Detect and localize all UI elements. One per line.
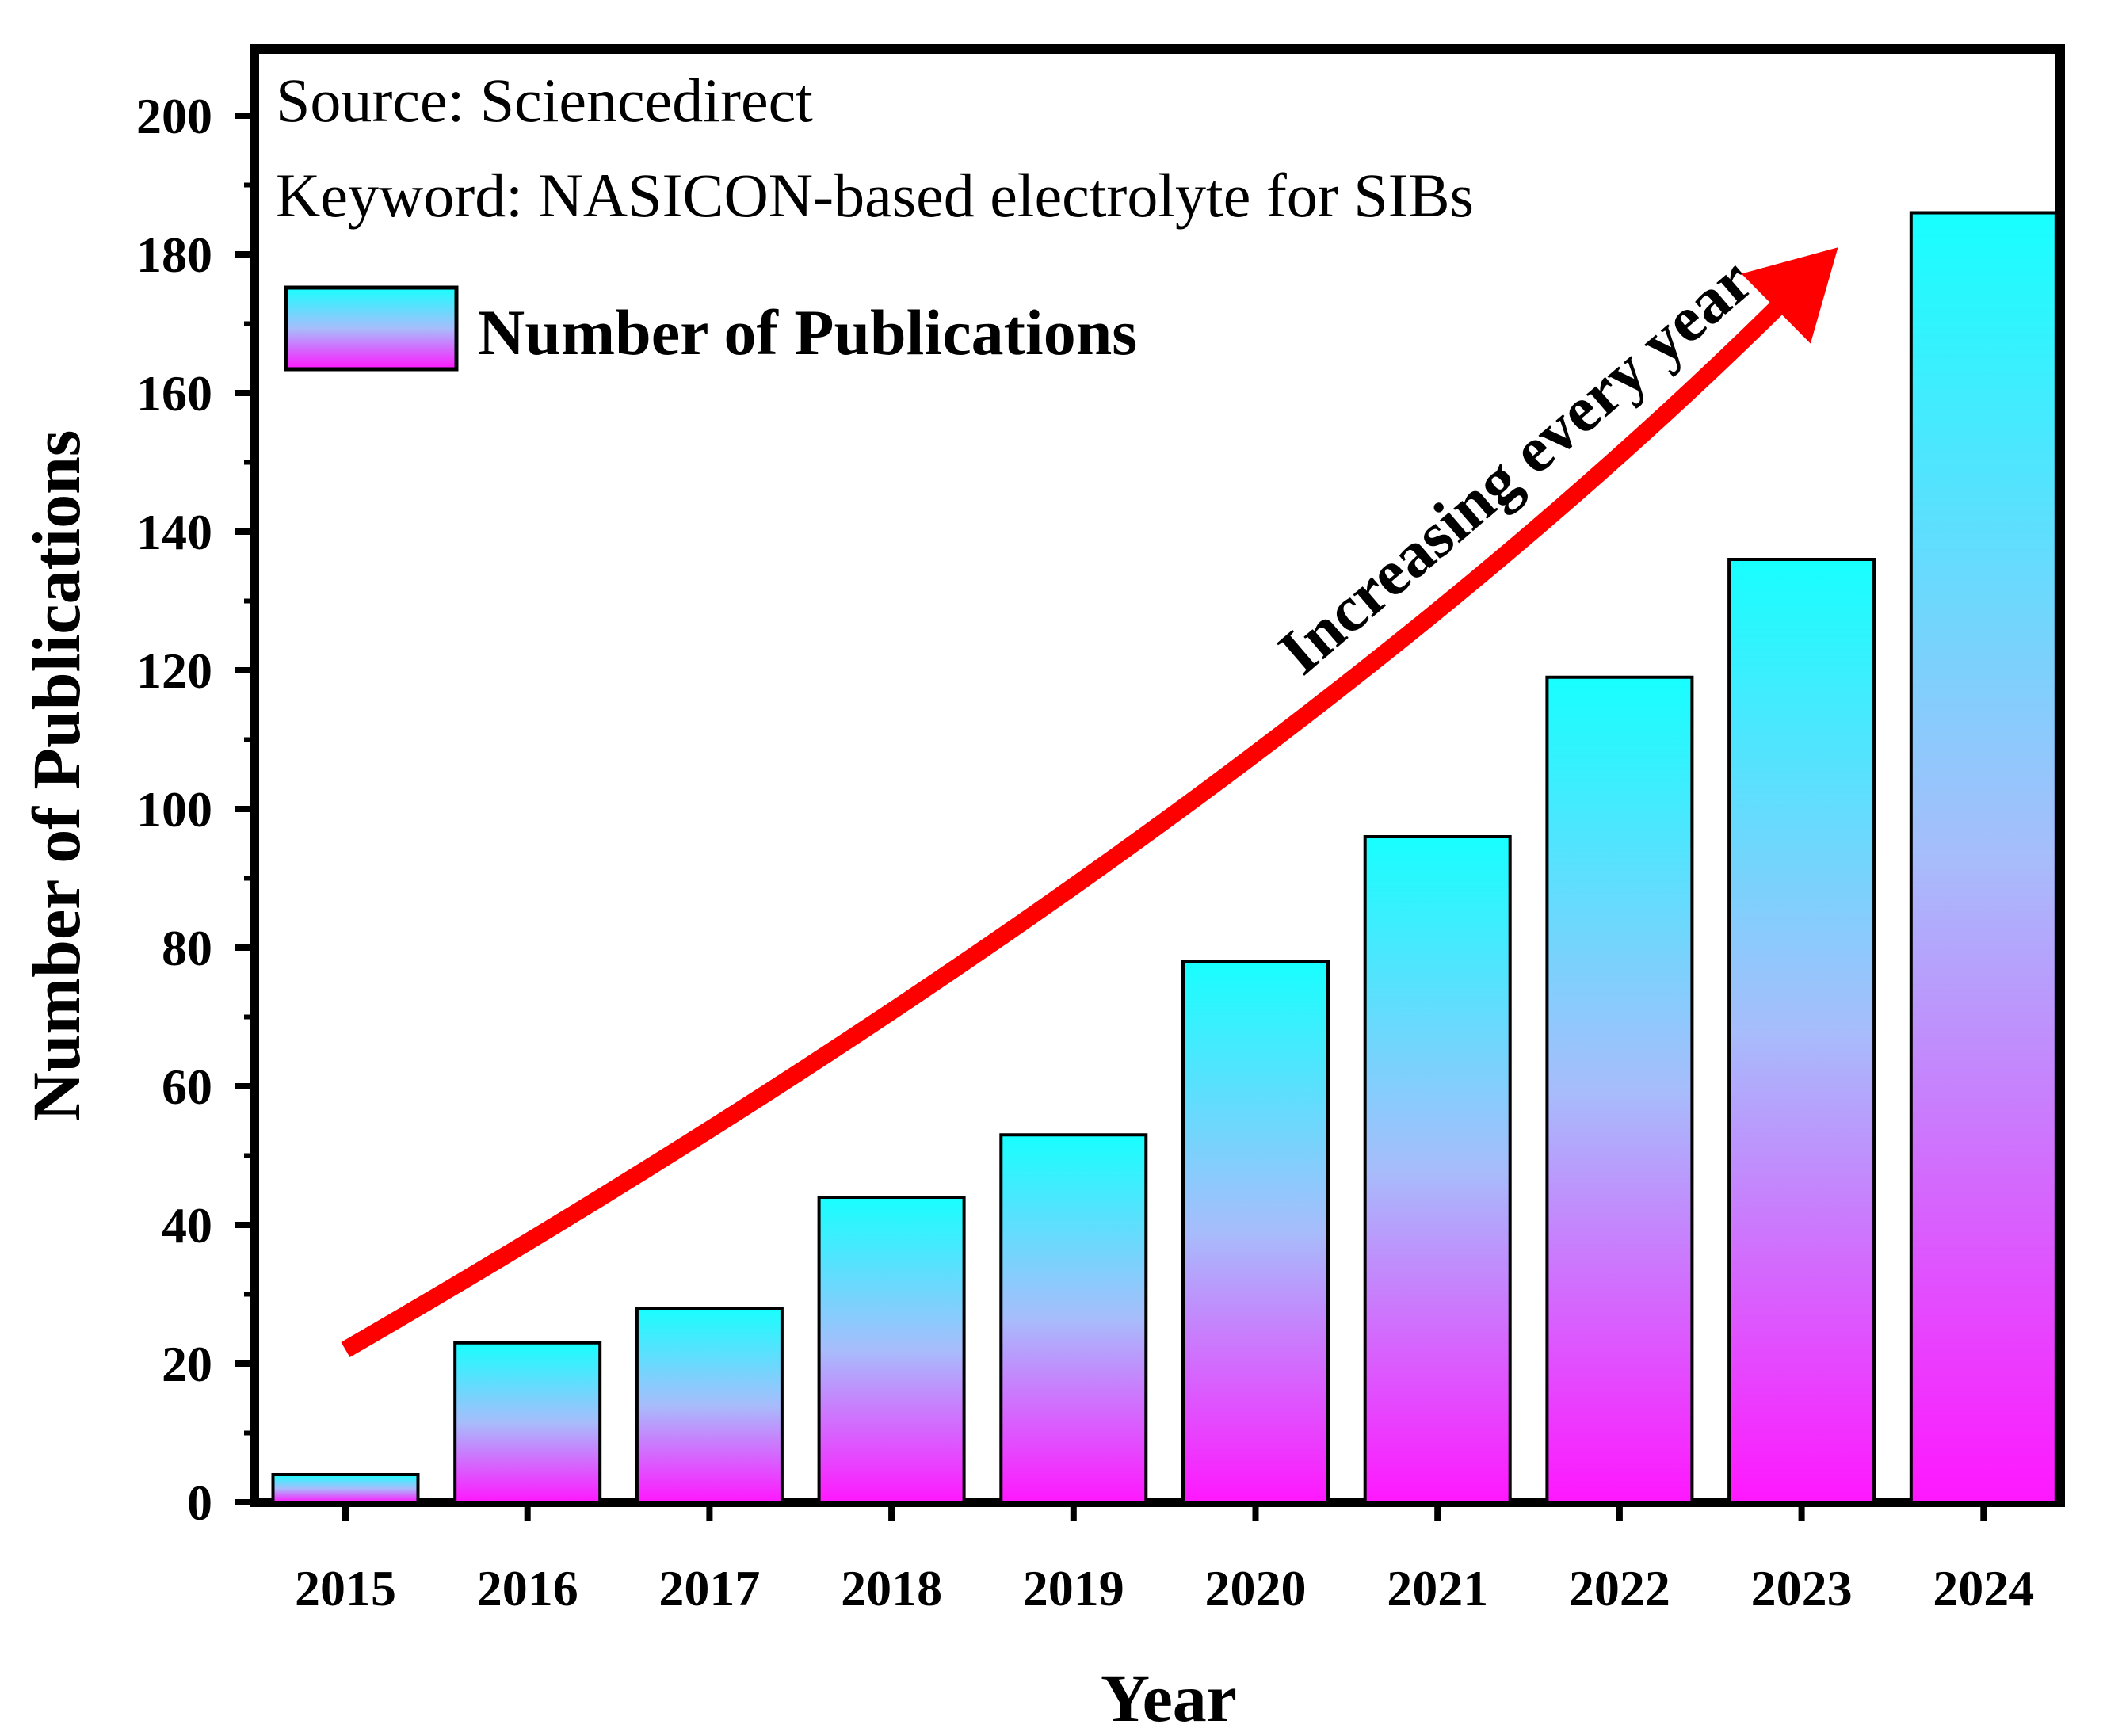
legend-label: Number of Publications bbox=[478, 296, 1137, 368]
source-note: Source: Sciencedirect bbox=[276, 66, 813, 135]
bar-2018 bbox=[817, 1196, 966, 1504]
y-tick-label: 140 bbox=[136, 504, 212, 560]
y-tick-label: 60 bbox=[162, 1059, 212, 1115]
y-tick-label: 100 bbox=[136, 781, 212, 837]
bar-2015 bbox=[271, 1473, 420, 1504]
x-tick-label: 2021 bbox=[1387, 1560, 1488, 1616]
x-tick-label: 2015 bbox=[295, 1560, 396, 1616]
bars-group bbox=[271, 211, 2058, 1504]
x-tick-label: 2020 bbox=[1205, 1560, 1307, 1616]
bar-2019 bbox=[999, 1133, 1148, 1504]
x-tick-label: 2016 bbox=[477, 1560, 578, 1616]
bar-2022 bbox=[1545, 675, 1694, 1504]
y-tick-label: 80 bbox=[162, 920, 212, 976]
bar-2017 bbox=[635, 1307, 784, 1504]
x-tick-label: 2019 bbox=[1023, 1560, 1124, 1616]
trend-annotation: Increasing every year bbox=[1265, 244, 1765, 688]
trend-arrow-head bbox=[1741, 247, 1838, 344]
y-axis-ticks: 0 20 40 60 80 100 120 140 160 180 200 bbox=[136, 88, 254, 1531]
y-tick-label: 40 bbox=[162, 1197, 212, 1253]
legend: Number of Publications bbox=[284, 285, 1137, 372]
plot-frame bbox=[250, 44, 2065, 1507]
bar-2020 bbox=[1181, 960, 1330, 1504]
x-tick-label: 2018 bbox=[841, 1560, 942, 1616]
bar-2021 bbox=[1363, 835, 1512, 1504]
x-tick-label: 2024 bbox=[1933, 1560, 2034, 1616]
x-tick-label: 2023 bbox=[1751, 1560, 1853, 1616]
bar-2023 bbox=[1727, 558, 1876, 1504]
trend-arrow-group bbox=[341, 247, 1838, 1358]
y-tick-label: 20 bbox=[162, 1336, 212, 1392]
y-tick-label: 160 bbox=[136, 365, 212, 422]
x-axis-title: Year bbox=[1101, 1660, 1237, 1736]
y-tick-label: 200 bbox=[136, 88, 212, 144]
x-axis-ticks: 2015 2016 2017 2018 2019 2020 2021 2022 2023 2024 bbox=[295, 1502, 2034, 1616]
bar-2024 bbox=[1909, 211, 2058, 1504]
trend-arrow-curve bbox=[341, 296, 1788, 1358]
bar-2016 bbox=[453, 1341, 602, 1504]
y-tick-label: 120 bbox=[136, 643, 212, 699]
y-tick-label: 0 bbox=[187, 1475, 212, 1531]
x-tick-label: 2017 bbox=[658, 1560, 760, 1616]
y-tick-label: 180 bbox=[136, 227, 212, 283]
y-axis-title: Number of Publications bbox=[18, 430, 94, 1122]
x-tick-label: 2022 bbox=[1569, 1560, 1670, 1616]
legend-swatch bbox=[284, 285, 459, 372]
keyword-note: Keyword: NASICON-based electrolyte for S… bbox=[276, 161, 1474, 230]
